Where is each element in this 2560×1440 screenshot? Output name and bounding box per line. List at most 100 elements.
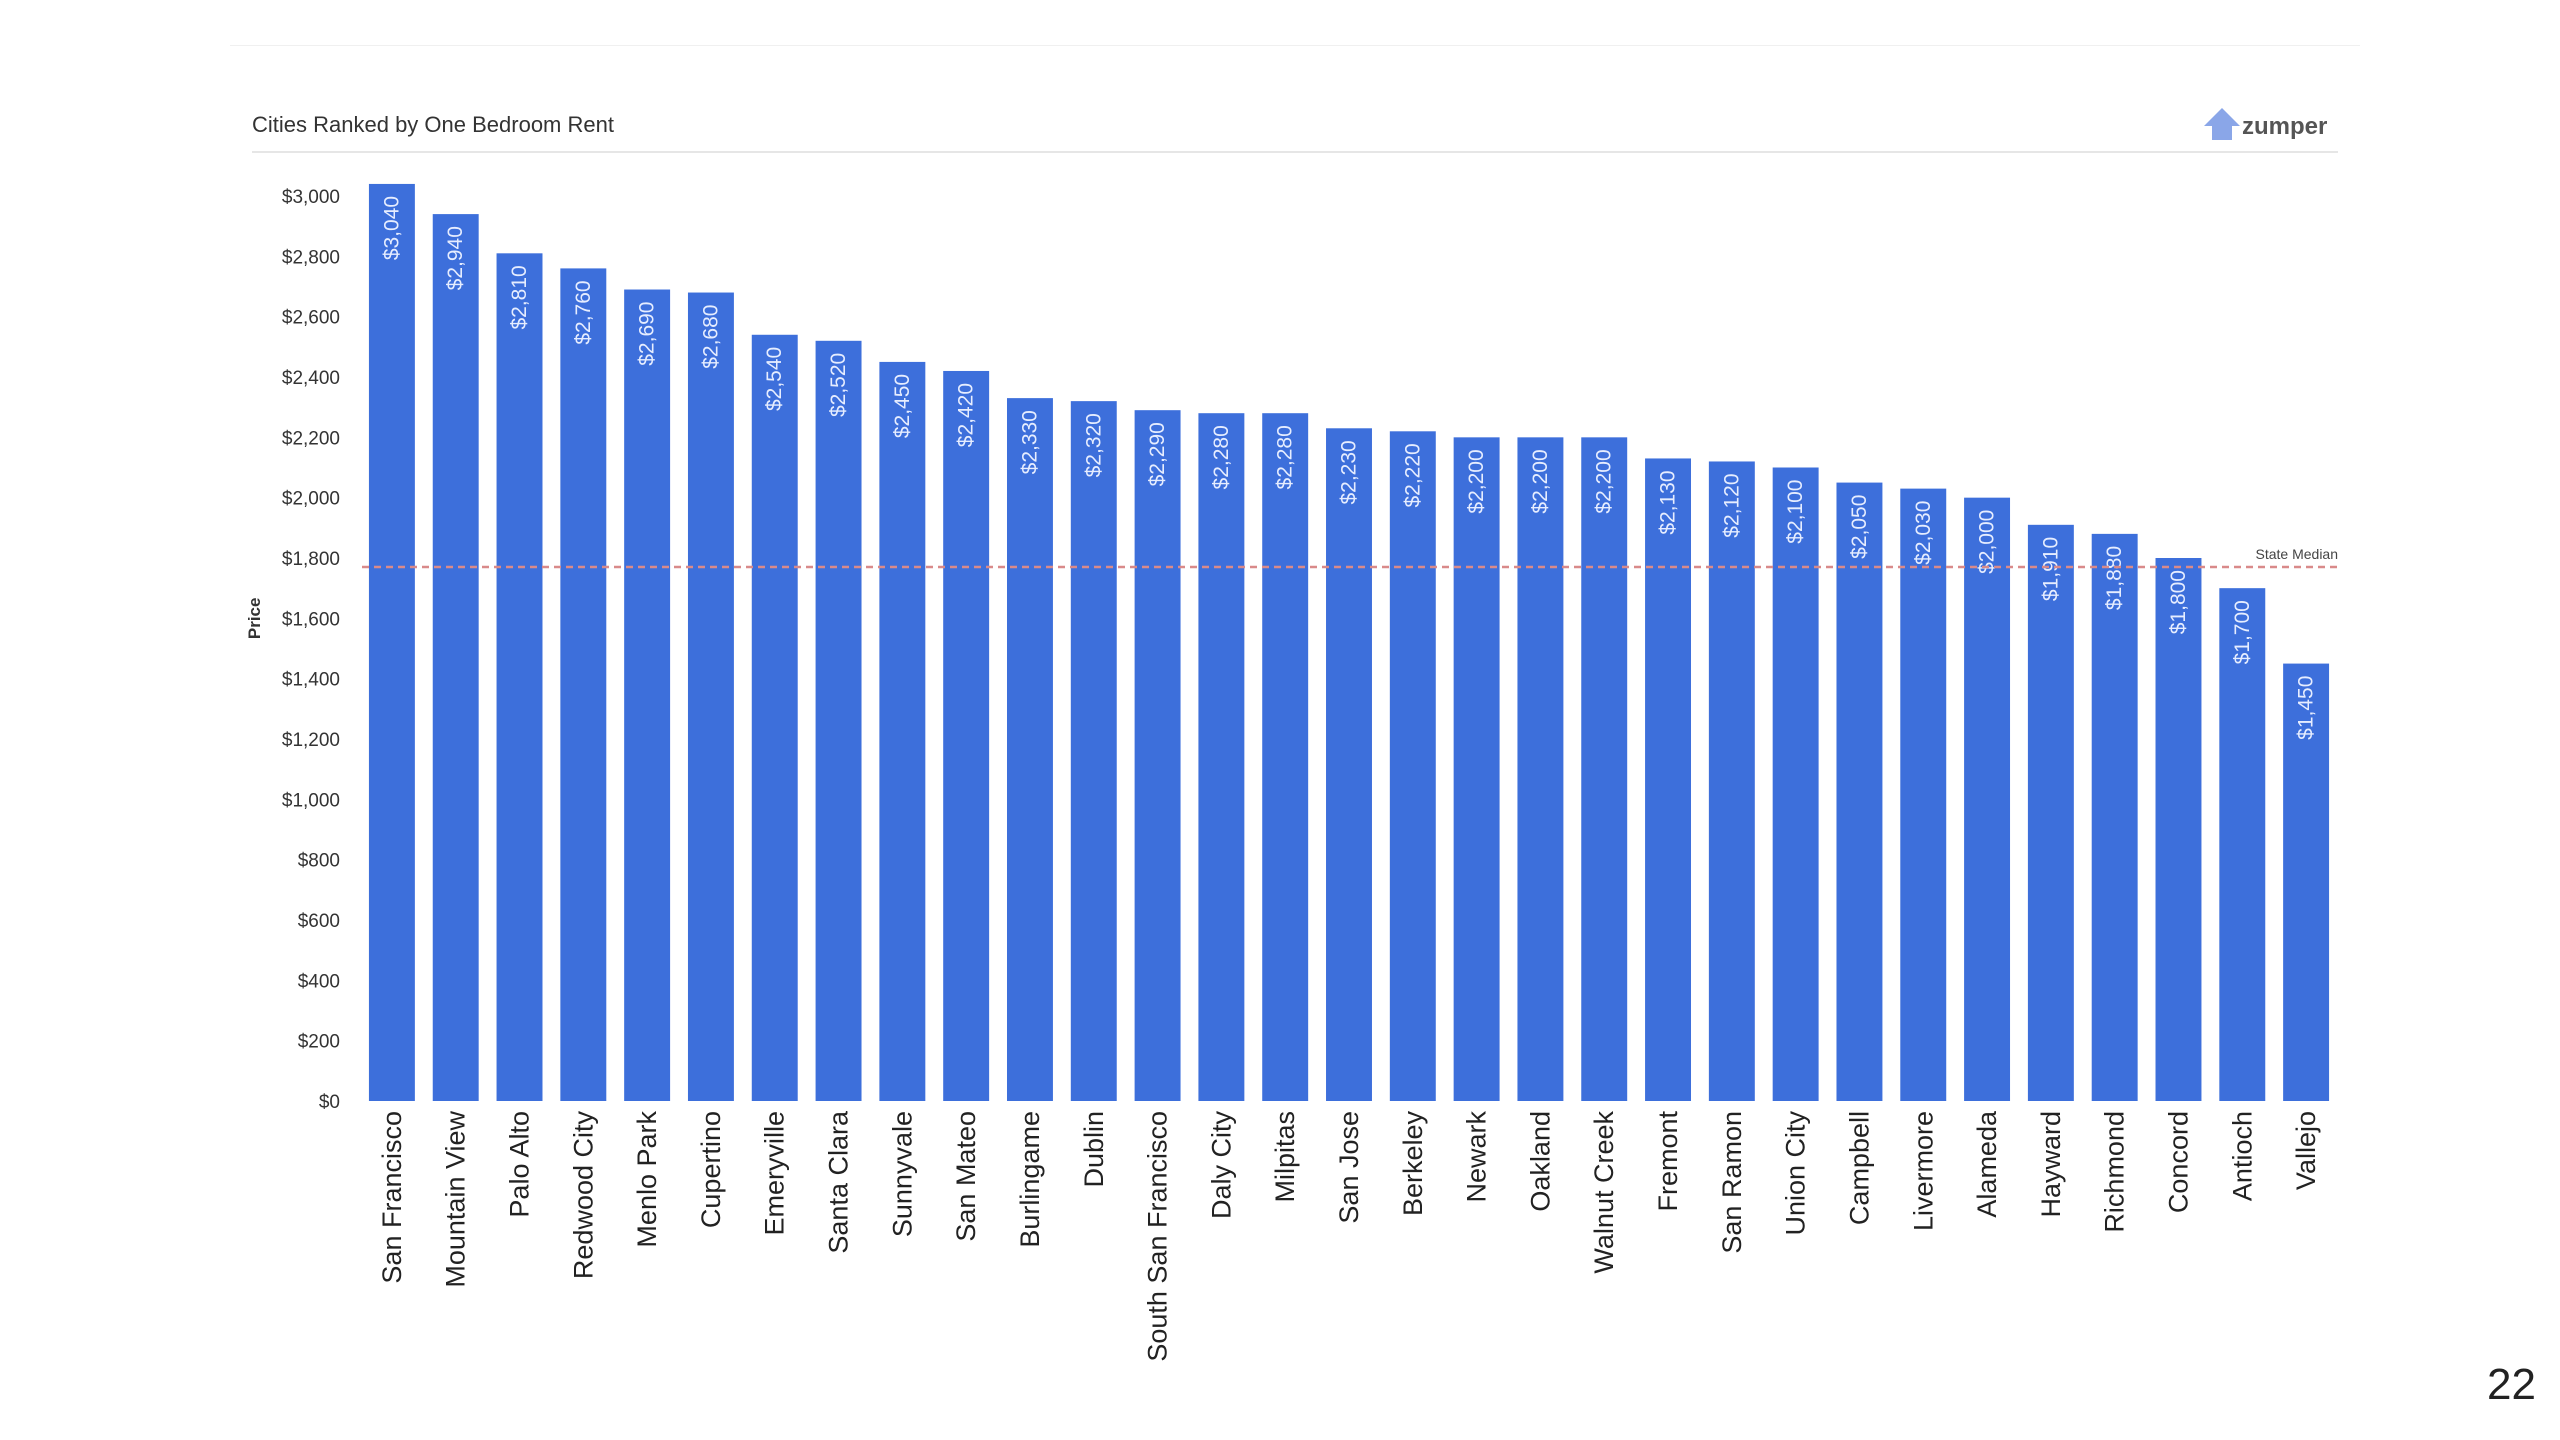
y-tick-label: $1,800	[282, 549, 340, 570]
bar	[1134, 410, 1181, 1101]
x-tick-label: Sunnyvale	[887, 1111, 917, 1237]
x-tick-label: Campbell	[1844, 1111, 1874, 1225]
y-tick-label: $1,600	[282, 609, 340, 630]
y-tick-label: $200	[298, 1032, 340, 1053]
x-tick-label: Union City	[1781, 1111, 1811, 1236]
data-label: $1,450	[2295, 676, 2318, 740]
x-tick-label: Palo Alto	[505, 1111, 535, 1218]
bar	[496, 253, 543, 1102]
data-label: $2,330	[1018, 410, 1041, 474]
x-tick-label: Vallejo	[2291, 1111, 2321, 1190]
brand-logo: zumper	[2204, 108, 2327, 140]
bar	[432, 214, 479, 1102]
bar	[1581, 437, 1628, 1101]
y-axis: $0 $200 $400 $600 $800 $1,000 $1,200 $1,400 $1,6…	[282, 187, 340, 1113]
state-median-line: State Median	[362, 546, 2339, 569]
data-label: $2,680	[699, 305, 722, 369]
chart-title: Cities Ranked by One Bedroom Rent	[252, 112, 614, 137]
bar	[1900, 488, 1947, 1101]
bar	[1006, 398, 1053, 1101]
bar	[2155, 558, 2202, 1101]
bar	[1198, 413, 1245, 1101]
data-label: $2,450	[891, 374, 914, 438]
data-label: $1,700	[2231, 600, 2254, 664]
data-label: $2,420	[955, 383, 978, 447]
data-label: $2,200	[1465, 449, 1488, 513]
x-tick-label: Dublin	[1079, 1111, 1109, 1188]
bar	[2219, 588, 2266, 1101]
x-tick-label: Santa Clara	[824, 1110, 854, 1254]
x-tick-label: San Mateo	[951, 1111, 981, 1242]
bar	[879, 361, 926, 1102]
data-label: $3,040	[380, 196, 403, 260]
data-label: $2,940	[444, 226, 467, 290]
bar	[1645, 458, 1692, 1101]
x-tick-label: Livermore	[1908, 1111, 1938, 1231]
brand-name: zumper	[2242, 113, 2327, 140]
data-label: $2,030	[1912, 501, 1935, 565]
page-number: 22	[2487, 1360, 2536, 1409]
data-label: $2,220	[1401, 443, 1424, 507]
bar	[687, 292, 734, 1101]
bar	[943, 370, 990, 1101]
x-tick-label: Emeryville	[760, 1111, 790, 1236]
x-tick-label: Daly City	[1206, 1111, 1236, 1220]
x-tick-label: Oakland	[1525, 1111, 1555, 1212]
y-tick-label: $3,000	[282, 187, 340, 208]
y-tick-label: $1,200	[282, 730, 340, 751]
data-label: $2,280	[1210, 425, 1233, 489]
y-tick-label: $1,400	[282, 670, 340, 691]
data-label: $1,880	[2103, 546, 2126, 610]
x-tick-label: Concord	[2163, 1111, 2193, 1213]
data-label: $1,800	[2167, 570, 2190, 634]
bar	[1836, 482, 1883, 1101]
y-tick-label: $1,000	[282, 790, 340, 811]
bar	[1262, 413, 1309, 1101]
data-label: $2,520	[827, 353, 850, 417]
bars: $3,040 $2,940 $2,810 $2,760 $2,690 $2,680 $2,5…	[368, 183, 2330, 1102]
x-tick-label: Milpitas	[1270, 1111, 1300, 1203]
bar	[560, 268, 607, 1101]
data-label: $2,200	[1529, 449, 1552, 513]
bar	[2283, 663, 2330, 1101]
bar	[1326, 428, 1372, 1101]
x-axis: San Francisco Mountain View Palo Alto Redwo…	[377, 1110, 2321, 1362]
x-tick-label: Burlingame	[1015, 1111, 1045, 1248]
data-label: $2,200	[1593, 449, 1616, 513]
x-tick-label: Walnut Creek	[1589, 1111, 1619, 1274]
data-label: $2,130	[1657, 470, 1680, 534]
x-tick-label: San Jose	[1334, 1111, 1364, 1224]
bar-chart: Cities Ranked by One Bedroom Rent zumper…	[245, 108, 2339, 1362]
y-tick-label: $2,000	[282, 489, 340, 510]
data-label: $2,540	[763, 347, 786, 411]
reference-line-label: State Median	[2256, 546, 2339, 562]
x-tick-label: Richmond	[2100, 1111, 2130, 1233]
data-label: $2,230	[1338, 440, 1361, 504]
x-tick-label: Alameda	[1972, 1110, 2002, 1218]
y-tick-label: $600	[298, 911, 340, 932]
y-tick-label: $2,600	[282, 308, 340, 329]
x-tick-label: Berkeley	[1398, 1111, 1428, 1217]
data-label: $2,100	[1784, 480, 1807, 544]
bar	[1070, 401, 1117, 1102]
bar	[1772, 467, 1819, 1101]
y-tick-label: $2,400	[282, 368, 340, 389]
data-label: $2,690	[636, 302, 659, 366]
data-label: $2,280	[1274, 425, 1297, 489]
bar	[368, 183, 415, 1101]
data-label: $2,120	[1720, 473, 1743, 537]
y-tick-label: $400	[298, 971, 340, 992]
y-tick-label: $2,800	[282, 247, 340, 268]
data-label: $2,760	[572, 280, 595, 344]
x-tick-label: Mountain View	[441, 1111, 471, 1288]
x-tick-label: Menlo Park	[632, 1111, 662, 1248]
x-tick-label: Hayward	[2036, 1111, 2066, 1218]
data-label: $2,810	[508, 265, 531, 329]
y-tick-label: $800	[298, 851, 340, 872]
data-label: $1,910	[2039, 537, 2062, 601]
bar	[1708, 461, 1755, 1101]
x-tick-label: Newark	[1462, 1111, 1492, 1203]
data-label: $2,000	[1976, 510, 1999, 574]
x-tick-label: Fremont	[1653, 1111, 1683, 1212]
